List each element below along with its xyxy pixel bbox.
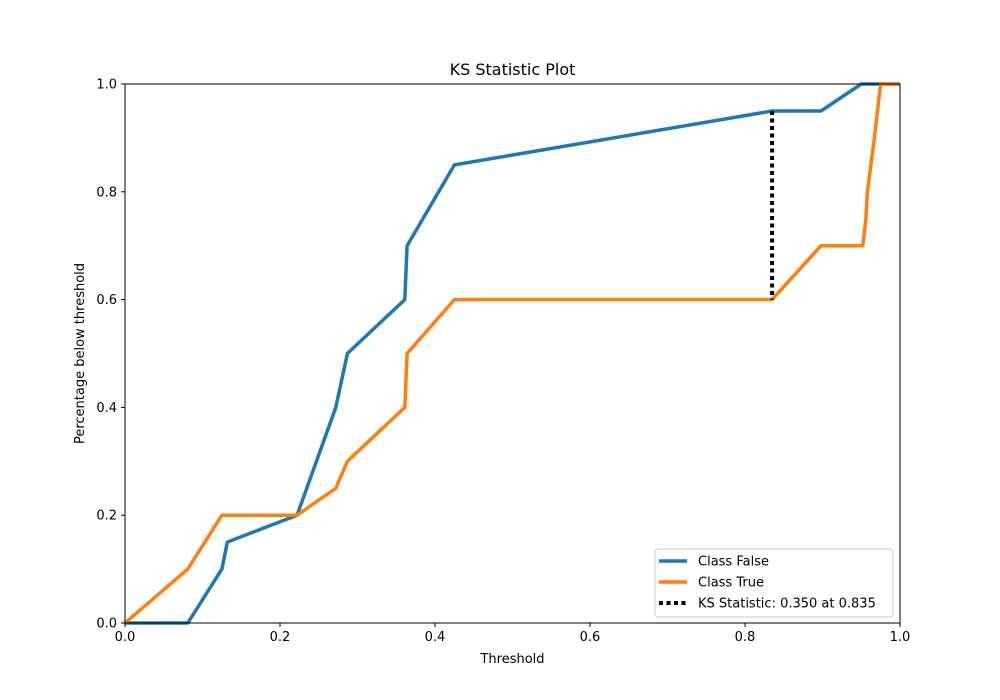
legend: Class False Class True KS Statistic: 0.350…: [654, 548, 894, 618]
x-tick-label: 0.6: [580, 630, 601, 645]
y-tick-label: 0.8: [96, 185, 117, 200]
legend-label: KS Statistic: 0.350 at 0.835: [698, 597, 876, 612]
y-tick-label: 0.4: [96, 401, 117, 416]
chart-title: KS Statistic Plot: [450, 60, 576, 79]
series-line-1: [123, 82, 900, 625]
x-tick-label: 0.2: [270, 630, 291, 645]
x-tick-label: 0.8: [735, 630, 756, 645]
x-tick-label: 0.0: [115, 630, 136, 645]
legend-label: Class False: [698, 555, 769, 570]
y-tick-label: 1.0: [96, 78, 117, 93]
y-axis-ticks: 0.0 0.2 0.4 0.6 0.8 1.0: [96, 78, 125, 632]
y-tick-label: 0.0: [96, 617, 117, 632]
legend-box: [654, 548, 894, 618]
x-tick-label: 0.4: [425, 630, 446, 645]
y-axis-label: Percentage below threshold: [73, 263, 88, 444]
series-line-0: [125, 82, 900, 625]
y-tick-label: 0.6: [96, 293, 117, 308]
x-tick-label: 1.0: [890, 630, 911, 645]
legend-label: Class True: [698, 576, 764, 591]
y-tick-label: 0.2: [96, 509, 117, 524]
x-axis-label: Threshold: [479, 652, 544, 667]
x-axis-ticks: 0.0 0.2 0.4 0.6 0.8 1.0: [115, 623, 911, 645]
series-layer: [123, 82, 900, 625]
plot-frame: [124, 83, 901, 624]
